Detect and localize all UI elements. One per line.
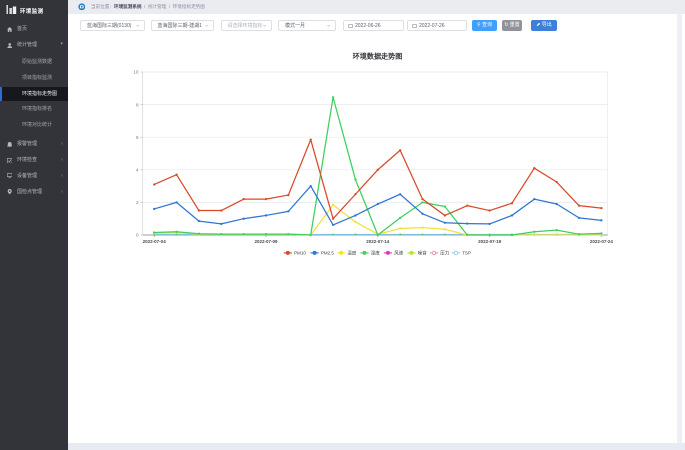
svg-text:PM2.5: PM2.5 [321,251,335,256]
svg-text:2022-07-24: 2022-07-24 [590,239,614,244]
svg-text:10: 10 [133,70,139,75]
svg-text:4: 4 [136,168,139,173]
svg-text:压力: 压力 [440,250,449,257]
svg-text:温度: 温度 [347,250,356,257]
svg-text:噪音: 噪音 [418,250,427,257]
svg-text:2022-07-14: 2022-07-14 [366,239,390,244]
svg-text:0: 0 [136,233,139,238]
svg-text:2022-07-19: 2022-07-19 [478,239,502,244]
svg-text:TSP: TSP [462,251,471,256]
svg-text:6: 6 [136,135,139,140]
svg-text:2022-07-09: 2022-07-09 [254,239,278,244]
svg-text:湿度: 湿度 [371,250,380,257]
svg-text:环境数据走势图: 环境数据走势图 [353,52,403,61]
svg-text:风速: 风速 [394,251,403,257]
svg-text:2022-07-04: 2022-07-04 [143,239,167,244]
svg-text:2: 2 [136,200,139,205]
svg-text:8: 8 [136,102,139,107]
svg-text:PM10: PM10 [294,251,306,256]
